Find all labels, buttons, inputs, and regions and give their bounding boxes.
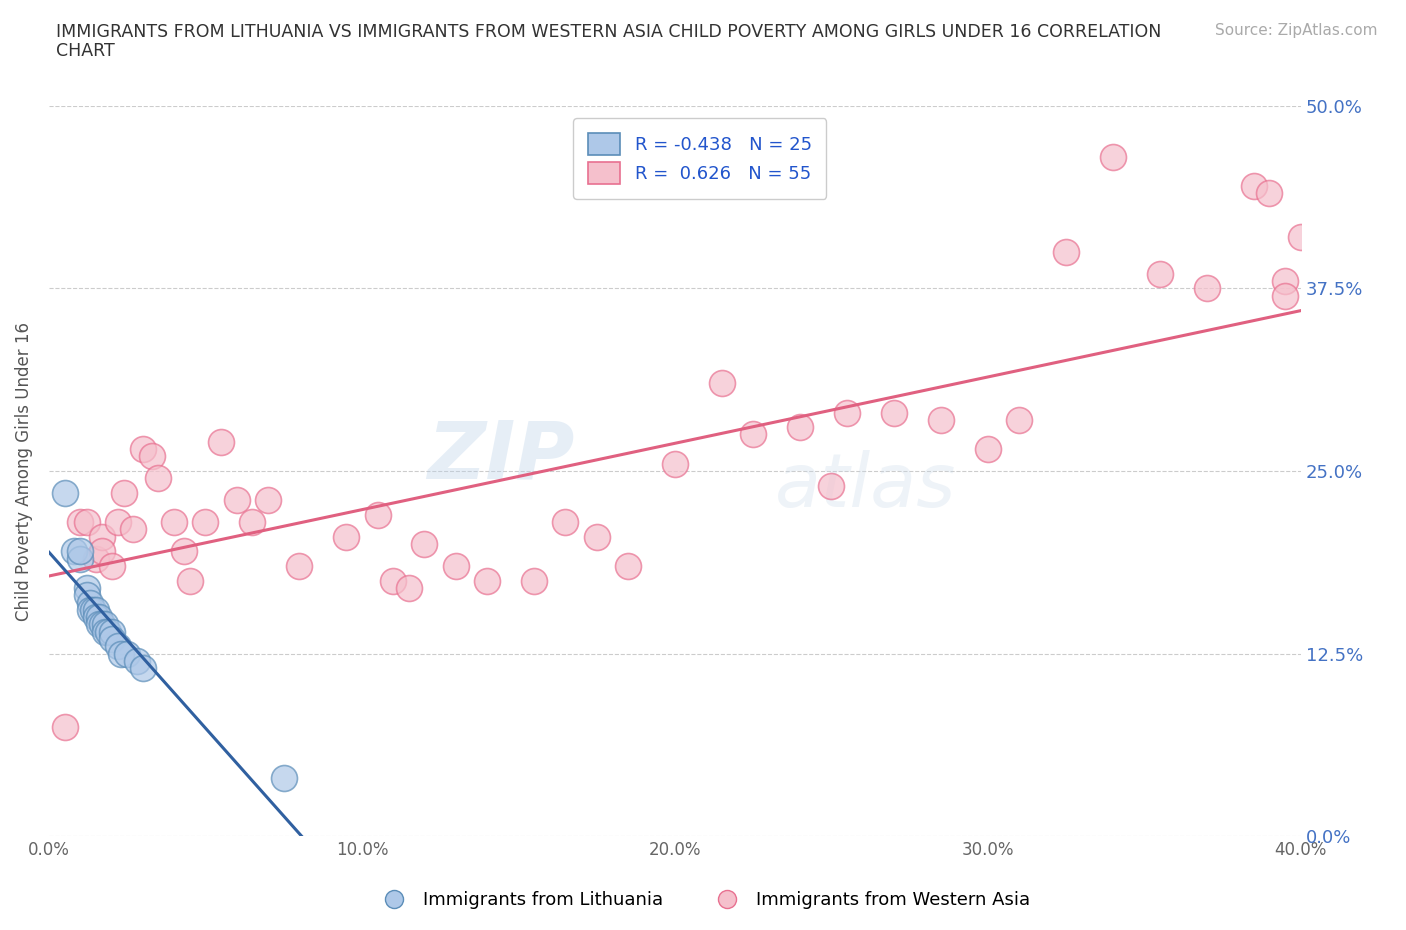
Point: [53, 485, 76, 500]
Point: [148, 471, 170, 485]
Point: [1243, 179, 1265, 193]
Point: [335, 529, 357, 544]
Point: [125, 654, 148, 669]
Point: [444, 559, 467, 574]
Point: [87, 617, 110, 631]
Point: [1054, 245, 1077, 259]
Point: [382, 573, 405, 588]
Point: [1274, 273, 1296, 288]
Point: [91, 529, 114, 544]
Point: [929, 412, 952, 427]
Text: IMMIGRANTS FROM LITHUANIA VS IMMIGRANTS FROM WESTERN ASIA CHILD POVERTY AMONG GI: IMMIGRANTS FROM LITHUANIA VS IMMIGRANTS …: [56, 23, 1161, 41]
Point: [1289, 230, 1312, 245]
Text: Source: ZipAtlas.com: Source: ZipAtlas.com: [1215, 23, 1378, 38]
Point: [1195, 281, 1218, 296]
Point: [94, 617, 117, 631]
Point: [107, 514, 129, 529]
Point: [84, 551, 107, 566]
Point: [835, 405, 858, 420]
Point: [273, 770, 295, 785]
Point: [97, 624, 120, 639]
Point: [91, 544, 114, 559]
Point: [413, 537, 436, 551]
Point: [710, 376, 733, 391]
Point: [1258, 186, 1281, 201]
Point: [789, 419, 811, 434]
Point: [742, 427, 765, 442]
Text: atlas: atlas: [775, 449, 956, 522]
Point: [132, 442, 155, 457]
Point: [69, 551, 91, 566]
Point: [84, 610, 107, 625]
Point: [194, 514, 217, 529]
Point: [1315, 405, 1337, 420]
Point: [84, 603, 107, 618]
Point: [76, 514, 98, 529]
Y-axis label: Child Poverty Among Girls Under 16: Child Poverty Among Girls Under 16: [15, 322, 32, 620]
Point: [398, 580, 420, 595]
Point: [1305, 391, 1327, 405]
Point: [1008, 412, 1031, 427]
Point: [122, 522, 145, 537]
Point: [1149, 266, 1171, 281]
Point: [1102, 150, 1125, 165]
Point: [63, 544, 86, 559]
Point: [53, 719, 76, 734]
Point: [132, 661, 155, 676]
Point: [367, 508, 389, 523]
Point: [664, 457, 686, 472]
Point: [209, 434, 232, 449]
Point: [100, 559, 122, 574]
Point: [79, 595, 101, 610]
Point: [820, 478, 842, 493]
Point: [100, 624, 122, 639]
Point: [179, 573, 201, 588]
Point: [100, 631, 122, 646]
Legend: Immigrants from Lithuania, Immigrants from Western Asia: Immigrants from Lithuania, Immigrants fr…: [370, 884, 1036, 916]
Point: [554, 514, 576, 529]
Point: [76, 588, 98, 603]
Point: [69, 544, 91, 559]
Point: [523, 573, 546, 588]
Point: [91, 617, 114, 631]
Point: [112, 485, 135, 500]
Text: ZIP: ZIP: [427, 418, 575, 496]
Point: [115, 646, 138, 661]
Point: [82, 603, 104, 618]
Text: CHART: CHART: [56, 42, 115, 60]
Point: [79, 603, 101, 618]
Point: [87, 610, 110, 625]
Point: [257, 493, 280, 508]
Point: [225, 493, 247, 508]
Point: [585, 529, 607, 544]
Point: [141, 449, 163, 464]
Point: [475, 573, 498, 588]
Point: [110, 646, 132, 661]
Point: [977, 442, 1000, 457]
Point: [288, 559, 311, 574]
Point: [76, 580, 98, 595]
Point: [1274, 288, 1296, 303]
Point: [1320, 419, 1343, 434]
Point: [883, 405, 905, 420]
Point: [107, 639, 129, 654]
Point: [240, 514, 263, 529]
Point: [173, 544, 195, 559]
Point: [69, 514, 91, 529]
Point: [94, 624, 117, 639]
Point: [163, 514, 186, 529]
Legend: R = -0.438   N = 25, R =  0.626   N = 55: R = -0.438 N = 25, R = 0.626 N = 55: [574, 118, 827, 198]
Point: [617, 559, 640, 574]
